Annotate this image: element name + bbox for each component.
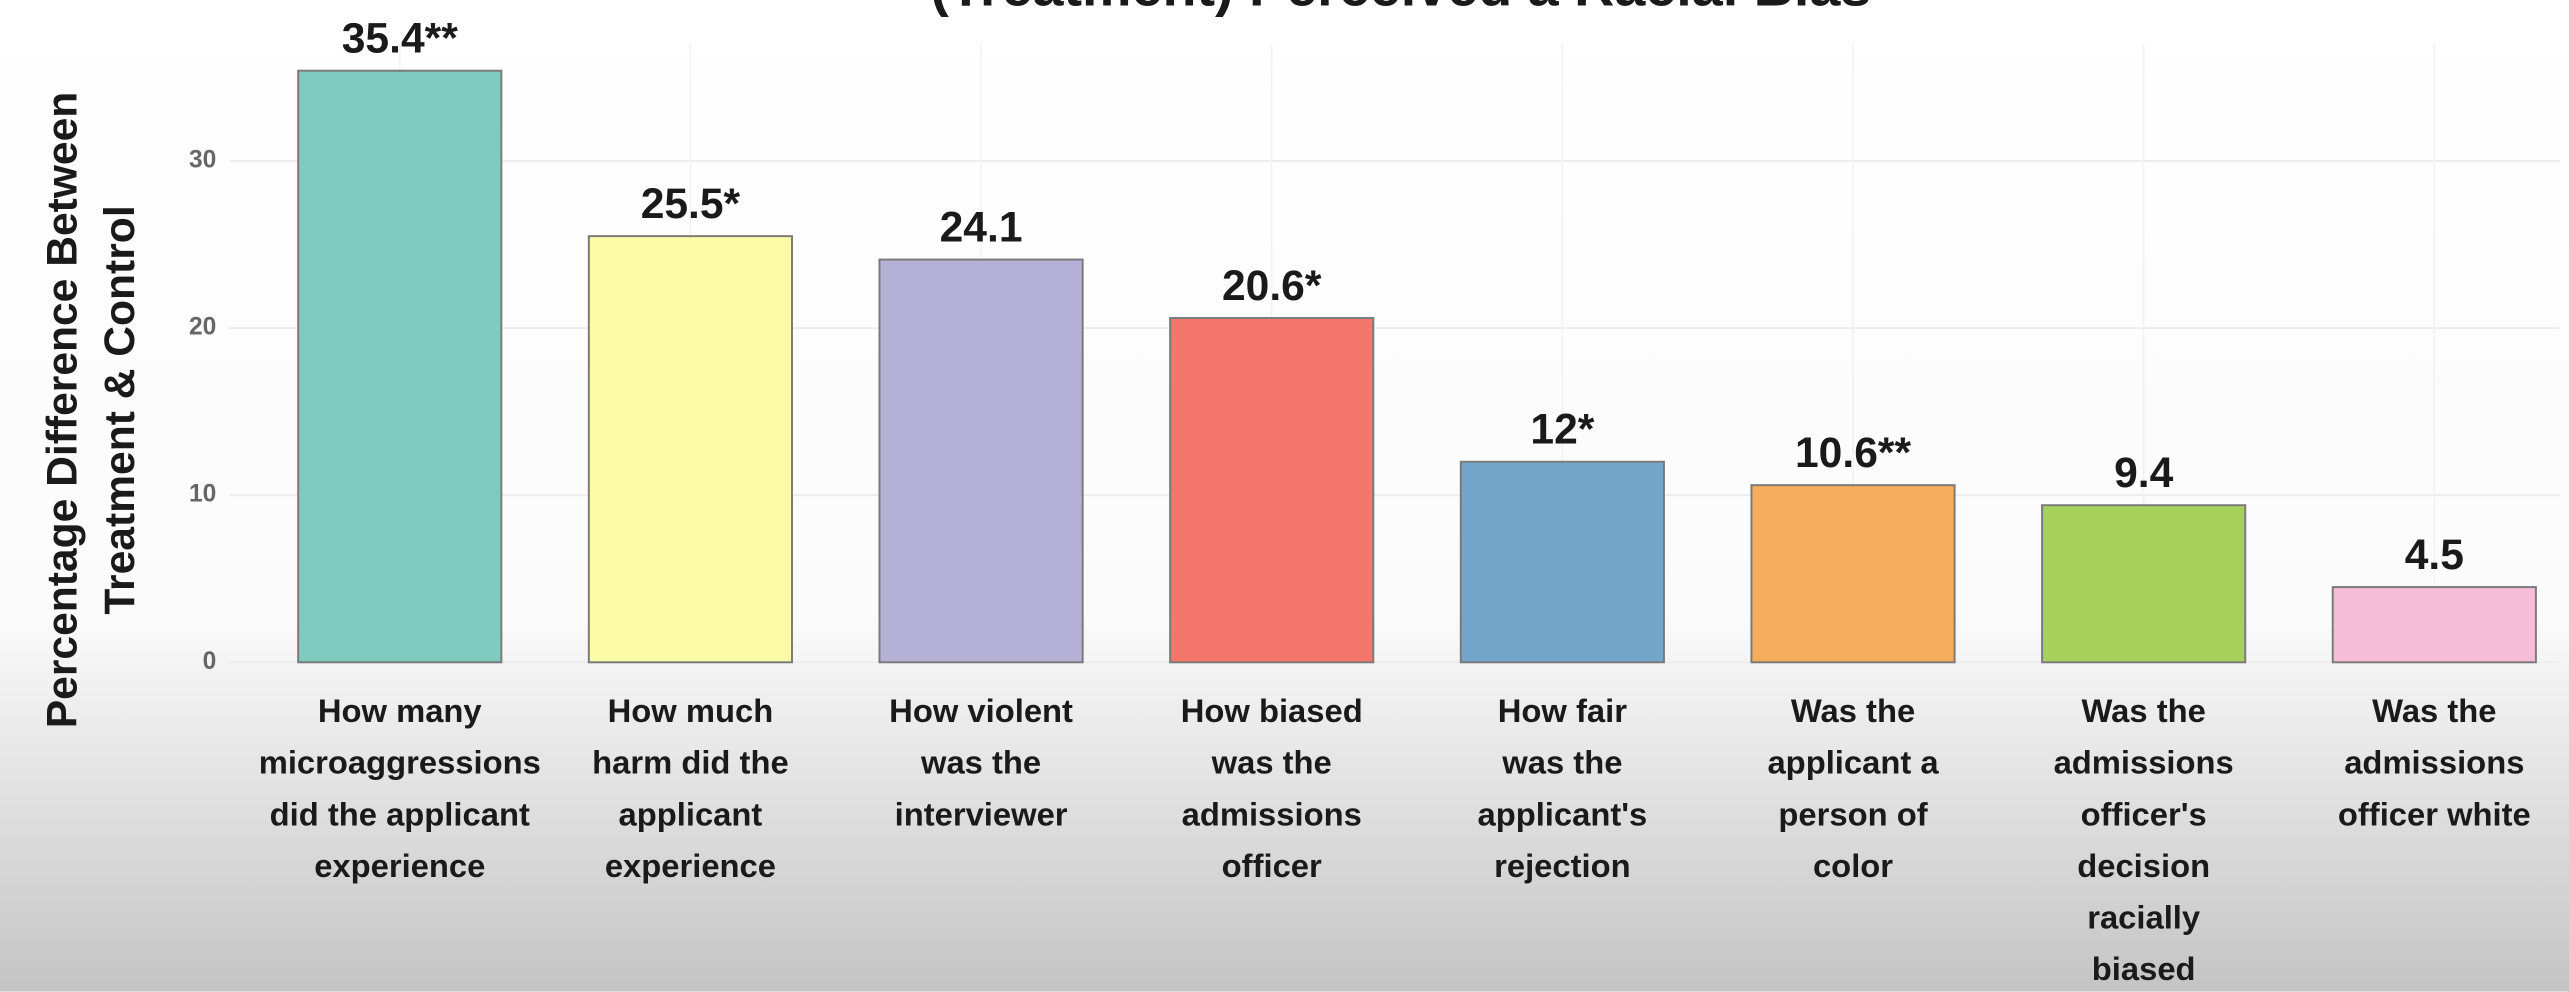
bar [587,235,793,664]
y-tick-label: 0 [203,648,217,675]
x-tick-label: How many microaggressions did the applican… [259,692,541,884]
value-label: 4.5 [2405,531,2464,579]
x-tick-label: Was the applicant a person of color [1767,692,1939,884]
value-label: 9.4 [2114,449,2174,497]
value-label: 12* [1530,406,1594,454]
x-tick-label: Was the admissions officer white [2338,692,2531,832]
x-tick-label: How violent was the interviewer [889,692,1073,832]
bar [1459,460,1665,664]
bar [1169,317,1375,664]
y-tick-label: 10 [189,481,216,508]
value-label: 24.1 [940,203,1023,251]
x-tick-label: Was the admissions officer's decision racial… [2054,692,2234,987]
value-label: 35.4** [342,14,458,62]
x-tick-label: How much harm did the applicant experience [592,692,789,884]
value-label: 20.6* [1222,262,1322,310]
bar [2331,586,2537,664]
bar [1750,484,1956,664]
y-tick-label: 30 [189,146,216,173]
bar [297,69,503,664]
x-tick-label: How fair was the applicant's rejection [1477,692,1647,884]
y-axis-label: Percentage Difference Between Treatment &… [39,92,144,729]
bar [2041,504,2247,664]
bar [878,258,1084,664]
chart-title: (Treatment) Perceived a Racial Bias [930,0,1871,17]
y-tick-label: 20 [189,314,216,341]
value-label: 10.6** [1795,429,1911,477]
x-tick-label: How biased was the admissions officer [1181,692,1363,884]
value-label: 25.5* [641,180,741,228]
